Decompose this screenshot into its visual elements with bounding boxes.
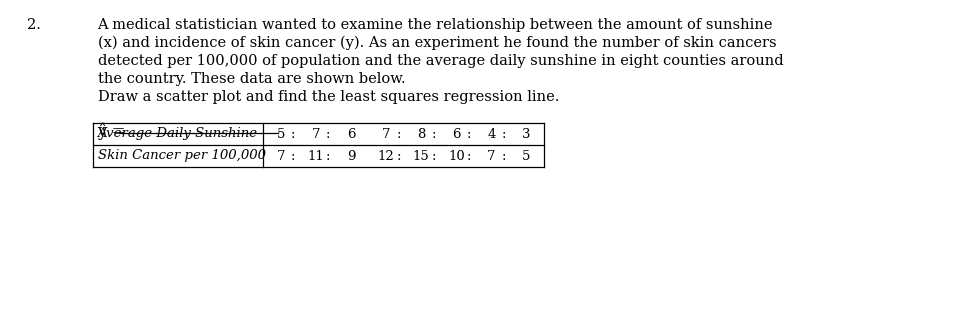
Text: 7: 7 [381, 128, 390, 141]
Text: Skin Cancer per 100,000: Skin Cancer per 100,000 [97, 149, 265, 162]
Text: 4: 4 [487, 128, 496, 141]
Text: :: : [326, 149, 330, 162]
Text: Average Daily Sunshine: Average Daily Sunshine [97, 128, 257, 141]
Text: 2.: 2. [28, 18, 41, 32]
Text: 15: 15 [413, 149, 429, 162]
Text: 6: 6 [346, 128, 355, 141]
Text: :: : [431, 149, 436, 162]
Text: :: : [431, 128, 436, 141]
Text: (x) and incidence of skin cancer (y). As an experiment he found the number of sk: (x) and incidence of skin cancer (y). As… [97, 36, 776, 50]
Text: 11: 11 [307, 149, 324, 162]
Text: 5: 5 [276, 128, 285, 141]
Text: 7: 7 [276, 149, 285, 162]
Text: :: : [395, 149, 400, 162]
Text: :: : [395, 128, 400, 141]
Text: 9: 9 [346, 149, 355, 162]
Text: 10: 10 [448, 149, 464, 162]
Text: detected per 100,000 of population and the average daily sunshine in eight count: detected per 100,000 of population and t… [97, 54, 782, 68]
Text: :: : [466, 149, 471, 162]
Text: :: : [501, 128, 505, 141]
Text: :: : [291, 149, 295, 162]
Text: 12: 12 [377, 149, 395, 162]
Text: Draw a scatter plot and find the least squares regression line.: Draw a scatter plot and find the least s… [97, 90, 558, 104]
Text: A medical statistician wanted to examine the relationship between the amount of : A medical statistician wanted to examine… [97, 18, 772, 32]
Text: 8: 8 [416, 128, 425, 141]
Text: 5: 5 [522, 149, 530, 162]
Text: :: : [466, 128, 471, 141]
Text: 7: 7 [487, 149, 496, 162]
Text: :: : [291, 128, 295, 141]
Text: ŷ =: ŷ = [97, 123, 126, 141]
Text: 3: 3 [521, 128, 530, 141]
Text: :: : [326, 128, 330, 141]
Text: 7: 7 [312, 128, 320, 141]
Text: :: : [501, 149, 505, 162]
Text: 6: 6 [452, 128, 460, 141]
Text: the country. These data are shown below.: the country. These data are shown below. [97, 72, 405, 86]
